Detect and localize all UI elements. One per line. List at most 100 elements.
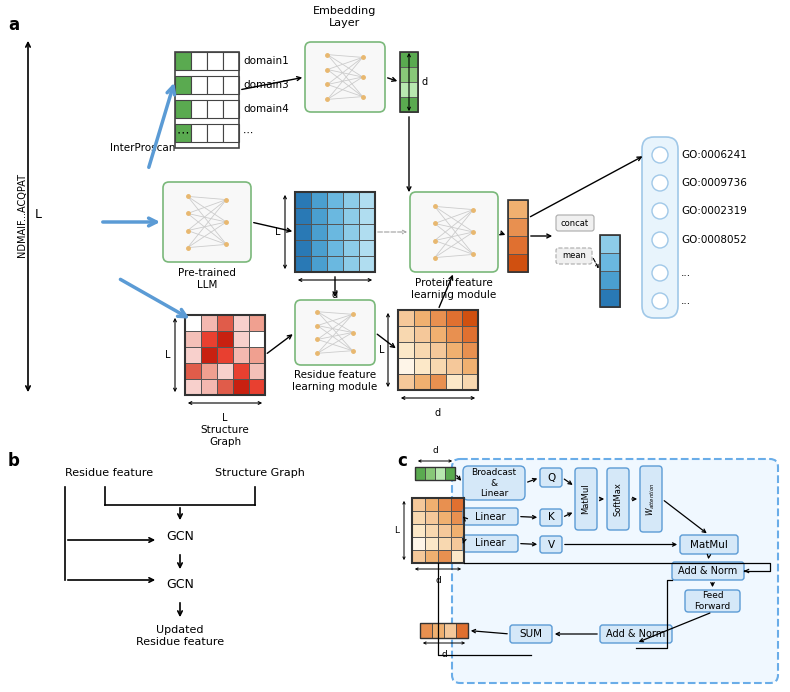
Bar [412, 498, 464, 563]
Text: L: L [394, 526, 399, 535]
Text: GO:0008052: GO:0008052 [681, 235, 747, 245]
Bar [311, 240, 327, 256]
FancyBboxPatch shape [163, 182, 251, 262]
FancyBboxPatch shape [672, 562, 744, 580]
Text: Broadcast
&
Linear: Broadcast & Linear [472, 468, 517, 498]
Bar [412, 498, 425, 511]
Text: d: d [332, 290, 338, 300]
Bar [398, 326, 414, 342]
Bar [412, 550, 425, 563]
Bar [359, 192, 375, 208]
Bar [425, 467, 435, 480]
Bar [398, 342, 414, 358]
Bar [412, 524, 425, 537]
Bar [600, 253, 620, 271]
Bar [295, 240, 311, 256]
Bar [414, 342, 430, 358]
Text: NDMAIF...ACQPAT: NDMAIF...ACQPAT [17, 173, 27, 257]
Bar [438, 524, 451, 537]
Bar [444, 623, 456, 638]
Text: Protein feature
learning module: Protein feature learning module [412, 278, 497, 300]
Text: Residue feature
learning module: Residue feature learning module [292, 370, 378, 392]
Bar [600, 235, 620, 307]
Bar [445, 467, 455, 480]
Bar [175, 52, 239, 148]
Bar [438, 511, 451, 524]
Bar [430, 310, 446, 326]
Bar [185, 315, 265, 395]
Text: domain4: domain4 [243, 104, 289, 114]
Text: Q: Q [547, 473, 555, 482]
Bar [175, 52, 191, 70]
Bar [185, 331, 201, 347]
FancyBboxPatch shape [540, 468, 562, 487]
Circle shape [652, 232, 668, 248]
Text: $W_{attention}$: $W_{attention}$ [645, 482, 657, 516]
Bar [412, 537, 425, 550]
Bar [400, 52, 418, 67]
Bar [451, 498, 464, 511]
Bar [311, 208, 327, 224]
Bar [207, 124, 223, 142]
Bar [359, 240, 375, 256]
Bar [327, 224, 343, 240]
Text: mean: mean [562, 251, 586, 260]
Bar [462, 310, 478, 326]
Bar [217, 379, 233, 395]
Bar [223, 124, 239, 142]
FancyBboxPatch shape [556, 248, 592, 264]
Text: Structure
Graph: Structure Graph [201, 425, 250, 446]
Bar [327, 256, 343, 272]
Text: MatMul: MatMul [690, 540, 728, 549]
Text: d: d [435, 576, 441, 585]
Bar [420, 623, 468, 638]
FancyBboxPatch shape [463, 508, 518, 525]
Bar [233, 347, 249, 363]
Text: ⋯: ⋯ [243, 128, 254, 138]
Text: GCN: GCN [166, 530, 194, 543]
Text: L: L [378, 345, 384, 355]
Bar [295, 192, 311, 208]
Bar [175, 100, 191, 118]
Bar [207, 76, 223, 94]
Text: Add & Norm: Add & Norm [679, 566, 738, 576]
Bar [425, 498, 438, 511]
Bar [295, 224, 311, 240]
Bar [435, 467, 445, 480]
Text: domain3: domain3 [243, 80, 289, 90]
Text: InterProscan: InterProscan [110, 143, 175, 153]
Bar [438, 498, 451, 511]
Bar [600, 271, 620, 289]
Text: Pre-trained
LLM: Pre-trained LLM [178, 268, 236, 289]
Bar [343, 208, 359, 224]
FancyBboxPatch shape [680, 535, 738, 554]
Bar [438, 550, 451, 563]
Bar [185, 347, 201, 363]
Bar [217, 347, 233, 363]
Bar [343, 224, 359, 240]
Bar [430, 342, 446, 358]
Bar [233, 331, 249, 347]
Text: Add & Norm: Add & Norm [607, 629, 666, 639]
Text: L: L [165, 350, 171, 360]
Text: Linear: Linear [476, 511, 506, 522]
Text: ...: ... [681, 296, 691, 306]
Bar [432, 623, 444, 638]
Bar [343, 192, 359, 208]
Bar [223, 76, 239, 94]
Text: d: d [441, 650, 447, 659]
FancyBboxPatch shape [540, 536, 562, 553]
Bar [414, 374, 430, 390]
Bar [462, 358, 478, 374]
Text: concat: concat [561, 219, 589, 228]
Bar [359, 208, 375, 224]
Bar [420, 623, 432, 638]
Text: b: b [8, 452, 20, 470]
FancyBboxPatch shape [600, 625, 672, 643]
Bar [191, 76, 207, 94]
Bar [414, 358, 430, 374]
Text: L: L [222, 413, 228, 423]
Text: V: V [547, 540, 555, 549]
Bar [508, 200, 528, 272]
Text: GCN: GCN [166, 578, 194, 591]
